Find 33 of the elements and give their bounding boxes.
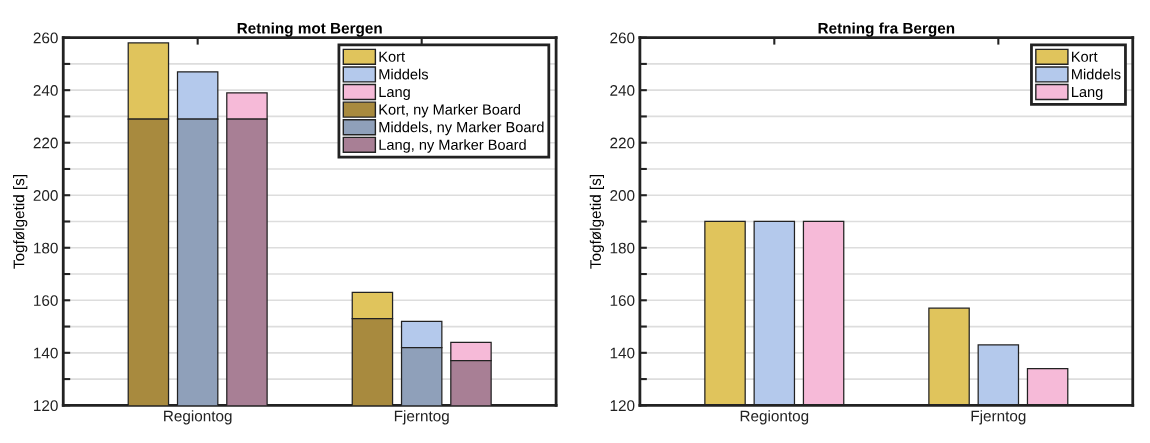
y-tick-label: 240 <box>33 85 58 96</box>
y-tick-label: 160 <box>34 295 58 306</box>
y-tick-label: 200 <box>33 190 58 201</box>
x-tick-label: Regiontog <box>740 410 809 425</box>
x-tick-label: Fjerntog <box>971 410 1026 425</box>
x-tick-label: Fjerntog <box>394 410 449 425</box>
legend-label: Middels, ny Marker Board <box>379 121 544 136</box>
legend-label: Kort <box>379 51 405 62</box>
y-tick-label: 240 <box>610 85 635 96</box>
y-tick-label: 200 <box>610 190 635 201</box>
y-tick-label: 180 <box>34 242 58 254</box>
legend-label: Lang, ny Marker Board <box>379 139 526 153</box>
y-tick-label: 120 <box>610 400 635 412</box>
y-tick-label: 120 <box>34 400 58 412</box>
y-tick-label: 220 <box>610 137 635 149</box>
legend-label: Kort <box>1072 51 1098 62</box>
y-tick-label: 140 <box>34 347 58 359</box>
y-axis-title: Togfølgetid [s] <box>13 175 28 269</box>
y-tick-label: 260 <box>33 32 58 44</box>
legend-label: Middels <box>1072 68 1121 80</box>
legend-label: Middels <box>379 68 429 80</box>
y-tick-label: 180 <box>610 242 635 254</box>
legend-label: Lang <box>1072 86 1103 100</box>
y-tick-label: 260 <box>610 32 635 44</box>
chart-title: Retning fra Bergen <box>818 22 955 37</box>
legend-label: Kort, ny Marker Board <box>379 103 521 118</box>
chart-title: Retning mot Bergen <box>237 22 382 37</box>
y-axis-title: Togfølgetid [s] <box>589 175 604 269</box>
x-tick-label: Regiontog <box>164 410 232 425</box>
y-tick-label: 220 <box>33 137 58 149</box>
y-tick-label: 160 <box>610 295 635 306</box>
legend-label: Lang <box>379 86 410 100</box>
y-tick-label: 140 <box>610 347 635 359</box>
